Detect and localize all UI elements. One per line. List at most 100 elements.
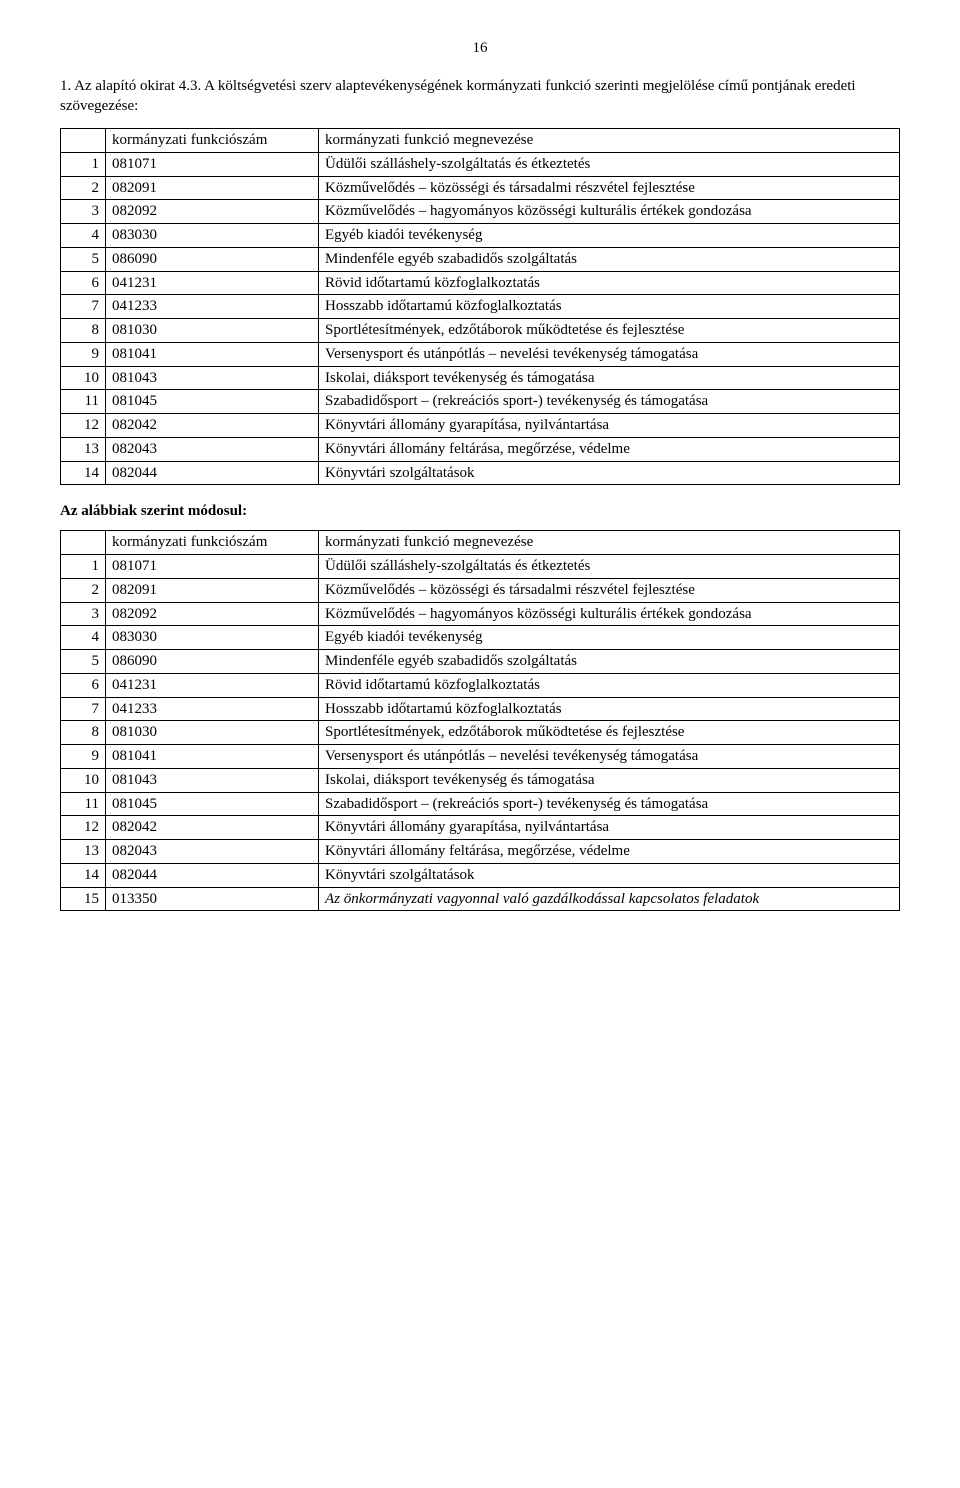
row-desc-cell: Rövid időtartamú közfoglalkoztatás <box>319 271 900 295</box>
row-desc-cell: Közművelődés – közösségi és társadalmi r… <box>319 578 900 602</box>
row-desc-cell: Az önkormányzati vagyonnal való gazdálko… <box>319 887 900 911</box>
row-idx-cell: 5 <box>61 247 106 271</box>
table-row: 15013350Az önkormányzati vagyonnal való … <box>61 887 900 911</box>
row-idx-cell: 11 <box>61 792 106 816</box>
header-code-cell: kormányzati funkciószám <box>106 129 319 153</box>
row-code-cell: 082044 <box>106 863 319 887</box>
row-desc-cell: Rövid időtartamú közfoglalkoztatás <box>319 673 900 697</box>
row-desc-cell: Versenysport és utánpótlás – nevelési te… <box>319 342 900 366</box>
row-code-cell: 082091 <box>106 578 319 602</box>
section-title: Az alábbiak szerint módosul: <box>60 503 900 520</box>
row-code-cell: 086090 <box>106 650 319 674</box>
row-idx-cell: 12 <box>61 414 106 438</box>
row-desc-cell: Üdülői szálláshely-szolgáltatás és étkez… <box>319 555 900 579</box>
row-desc-cell: Közművelődés – közösségi és társadalmi r… <box>319 176 900 200</box>
row-code-cell: 082043 <box>106 437 319 461</box>
row-idx-cell: 4 <box>61 626 106 650</box>
row-code-cell: 082091 <box>106 176 319 200</box>
row-code-cell: 083030 <box>106 626 319 650</box>
table-row: 7041233Hosszabb időtartamú közfoglalkozt… <box>61 295 900 319</box>
row-code-cell: 013350 <box>106 887 319 911</box>
intro-paragraph: 1. Az alapító okirat 4.3. A költségvetés… <box>60 77 900 116</box>
row-desc-cell: Üdülői szálláshely-szolgáltatás és étkez… <box>319 152 900 176</box>
table-row: 9081041Versenysport és utánpótlás – neve… <box>61 745 900 769</box>
table-row: 10081043Iskolai, diáksport tevékenység é… <box>61 768 900 792</box>
row-code-cell: 082042 <box>106 816 319 840</box>
table-row: 12082042Könyvtári állomány gyarapítása, … <box>61 816 900 840</box>
table-row: 1081071Üdülői szálláshely-szolgáltatás é… <box>61 555 900 579</box>
row-idx-cell: 3 <box>61 200 106 224</box>
table-row: 5086090Mindenféle egyéb szabadidős szolg… <box>61 650 900 674</box>
row-code-cell: 081045 <box>106 390 319 414</box>
table-row: 10081043Iskolai, diáksport tevékenység é… <box>61 366 900 390</box>
header-idx-cell <box>61 129 106 153</box>
row-desc-cell: Mindenféle egyéb szabadidős szolgáltatás <box>319 247 900 271</box>
table-row: 8081030Sportlétesítmények, edzőtáborok m… <box>61 721 900 745</box>
row-desc-cell: Könyvtári állomány feltárása, megőrzése,… <box>319 840 900 864</box>
table-row: 9081041Versenysport és utánpótlás – neve… <box>61 342 900 366</box>
row-idx-cell: 1 <box>61 152 106 176</box>
header-desc-cell: kormányzati funkció megnevezése <box>319 531 900 555</box>
row-code-cell: 041233 <box>106 697 319 721</box>
row-idx-cell: 14 <box>61 863 106 887</box>
row-code-cell: 082092 <box>106 200 319 224</box>
row-code-cell: 082042 <box>106 414 319 438</box>
table-modified: kormányzati funkciószámkormányzati funkc… <box>60 530 900 911</box>
table-row: 11081045Szabadidősport – (rekreációs spo… <box>61 390 900 414</box>
table-header-row: kormányzati funkciószámkormányzati funkc… <box>61 531 900 555</box>
table-original: kormányzati funkciószámkormányzati funkc… <box>60 128 900 485</box>
row-code-cell: 081043 <box>106 366 319 390</box>
row-idx-cell: 10 <box>61 366 106 390</box>
row-idx-cell: 5 <box>61 650 106 674</box>
row-idx-cell: 2 <box>61 578 106 602</box>
row-desc-cell: Mindenféle egyéb szabadidős szolgáltatás <box>319 650 900 674</box>
row-code-cell: 081030 <box>106 319 319 343</box>
row-desc-cell: Szabadidősport – (rekreációs sport-) tev… <box>319 390 900 414</box>
table-row: 13082043Könyvtári állomány feltárása, me… <box>61 437 900 461</box>
row-desc-cell: Hosszabb időtartamú közfoglalkoztatás <box>319 295 900 319</box>
row-idx-cell: 10 <box>61 768 106 792</box>
row-desc-cell: Közművelődés – hagyományos közösségi kul… <box>319 200 900 224</box>
row-idx-cell: 6 <box>61 271 106 295</box>
row-idx-cell: 6 <box>61 673 106 697</box>
row-desc-cell: Szabadidősport – (rekreációs sport-) tev… <box>319 792 900 816</box>
header-desc-cell: kormányzati funkció megnevezése <box>319 129 900 153</box>
table-row: 14082044Könyvtári szolgáltatások <box>61 461 900 485</box>
row-code-cell: 041231 <box>106 271 319 295</box>
row-code-cell: 082044 <box>106 461 319 485</box>
row-idx-cell: 8 <box>61 319 106 343</box>
row-code-cell: 081043 <box>106 768 319 792</box>
row-code-cell: 081041 <box>106 342 319 366</box>
row-idx-cell: 15 <box>61 887 106 911</box>
row-idx-cell: 14 <box>61 461 106 485</box>
table-row: 13082043Könyvtári állomány feltárása, me… <box>61 840 900 864</box>
row-code-cell: 081071 <box>106 152 319 176</box>
table-row: 1081071Üdülői szálláshely-szolgáltatás é… <box>61 152 900 176</box>
row-code-cell: 086090 <box>106 247 319 271</box>
header-code-cell: kormányzati funkciószám <box>106 531 319 555</box>
table-row: 6041231Rövid időtartamú közfoglalkoztatá… <box>61 673 900 697</box>
row-idx-cell: 9 <box>61 342 106 366</box>
row-idx-cell: 4 <box>61 224 106 248</box>
row-idx-cell: 3 <box>61 602 106 626</box>
row-idx-cell: 7 <box>61 295 106 319</box>
row-code-cell: 082092 <box>106 602 319 626</box>
table-row: 12082042Könyvtári állomány gyarapítása, … <box>61 414 900 438</box>
row-desc-cell: Hosszabb időtartamú közfoglalkoztatás <box>319 697 900 721</box>
row-idx-cell: 1 <box>61 555 106 579</box>
row-desc-cell: Versenysport és utánpótlás – nevelési te… <box>319 745 900 769</box>
row-code-cell: 083030 <box>106 224 319 248</box>
table-row: 11081045Szabadidősport – (rekreációs spo… <box>61 792 900 816</box>
row-desc-cell: Iskolai, diáksport tevékenység és támoga… <box>319 768 900 792</box>
row-desc-cell: Sportlétesítmények, edzőtáborok működtet… <box>319 319 900 343</box>
table-row: 8081030Sportlétesítmények, edzőtáborok m… <box>61 319 900 343</box>
row-desc-cell: Könyvtári állomány gyarapítása, nyilvánt… <box>319 414 900 438</box>
row-idx-cell: 11 <box>61 390 106 414</box>
table-row: 3082092Közművelődés – hagyományos közöss… <box>61 602 900 626</box>
row-desc-cell: Sportlétesítmények, edzőtáborok működtet… <box>319 721 900 745</box>
row-desc-cell: Közművelődés – hagyományos közösségi kul… <box>319 602 900 626</box>
table-row: 4083030Egyéb kiadói tevékenység <box>61 626 900 650</box>
page-number: 16 <box>60 40 900 57</box>
table-row: 14082044Könyvtári szolgáltatások <box>61 863 900 887</box>
row-desc-cell: Könyvtári szolgáltatások <box>319 461 900 485</box>
